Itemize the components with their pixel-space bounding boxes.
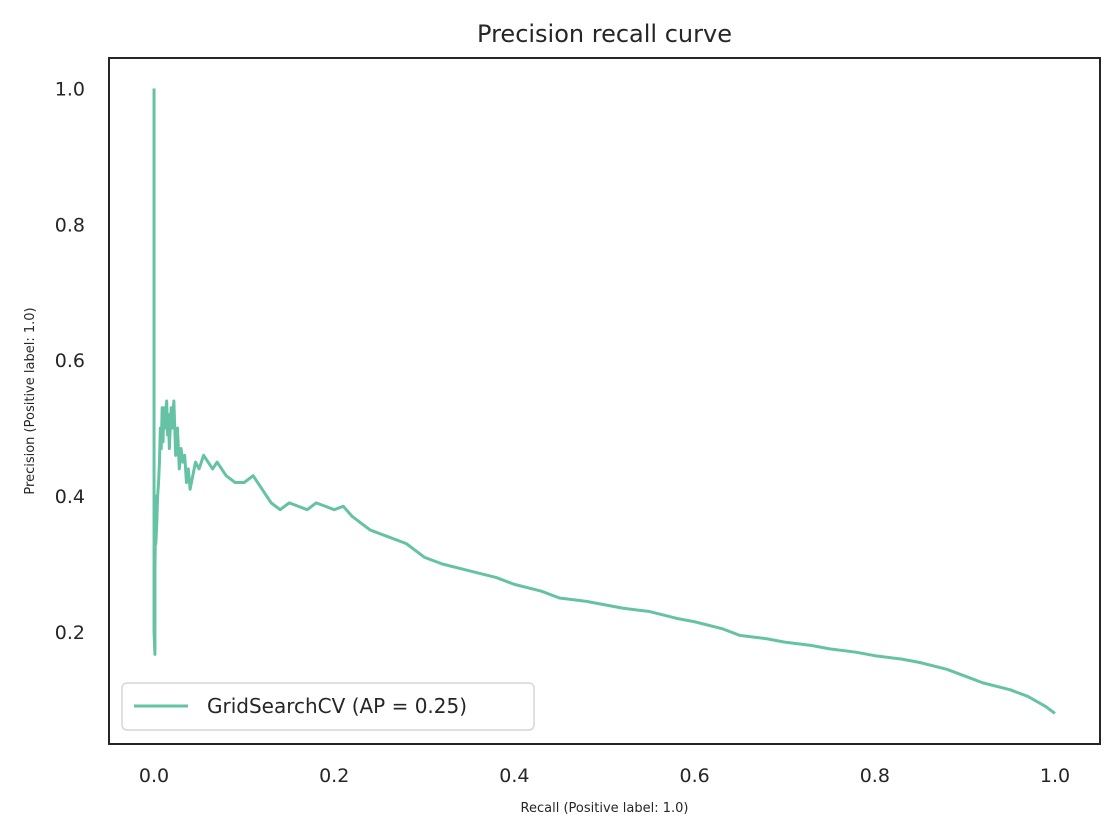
x-tick-label: 1.0 [1040,765,1070,787]
legend-label: GridSearchCV (AP = 0.25) [207,694,467,718]
chart-title: Precision recall curve [477,20,732,48]
legend: GridSearchCV (AP = 0.25) [121,682,535,731]
x-tick-label: 0.8 [860,765,890,787]
series-layer [152,88,1056,715]
y-tick-group: 0.2 0.4 0.6 0.8 1.0 [55,79,85,644]
y-tick-label: 0.4 [55,486,85,508]
series-line [152,88,1056,715]
y-tick-label: 0.2 [55,622,85,644]
y-tick-label: 0.6 [55,350,85,372]
y-tick-label: 1.0 [55,79,85,101]
y-axis-label: Precision (Positive label: 1.0) [23,307,38,494]
x-tick-group: 0.0 0.2 0.4 0.6 0.8 1.0 [139,765,1070,787]
x-tick-label: 0.6 [679,765,709,787]
x-tick-label: 0.0 [139,765,169,787]
y-tick-label: 0.8 [55,214,85,236]
x-axis-label: Recall (Positive label: 1.0) [521,801,689,816]
legend-box [121,682,535,731]
x-tick-label: 0.2 [319,765,349,787]
plot-area [108,57,1101,745]
x-tick-label: 0.4 [499,765,529,787]
